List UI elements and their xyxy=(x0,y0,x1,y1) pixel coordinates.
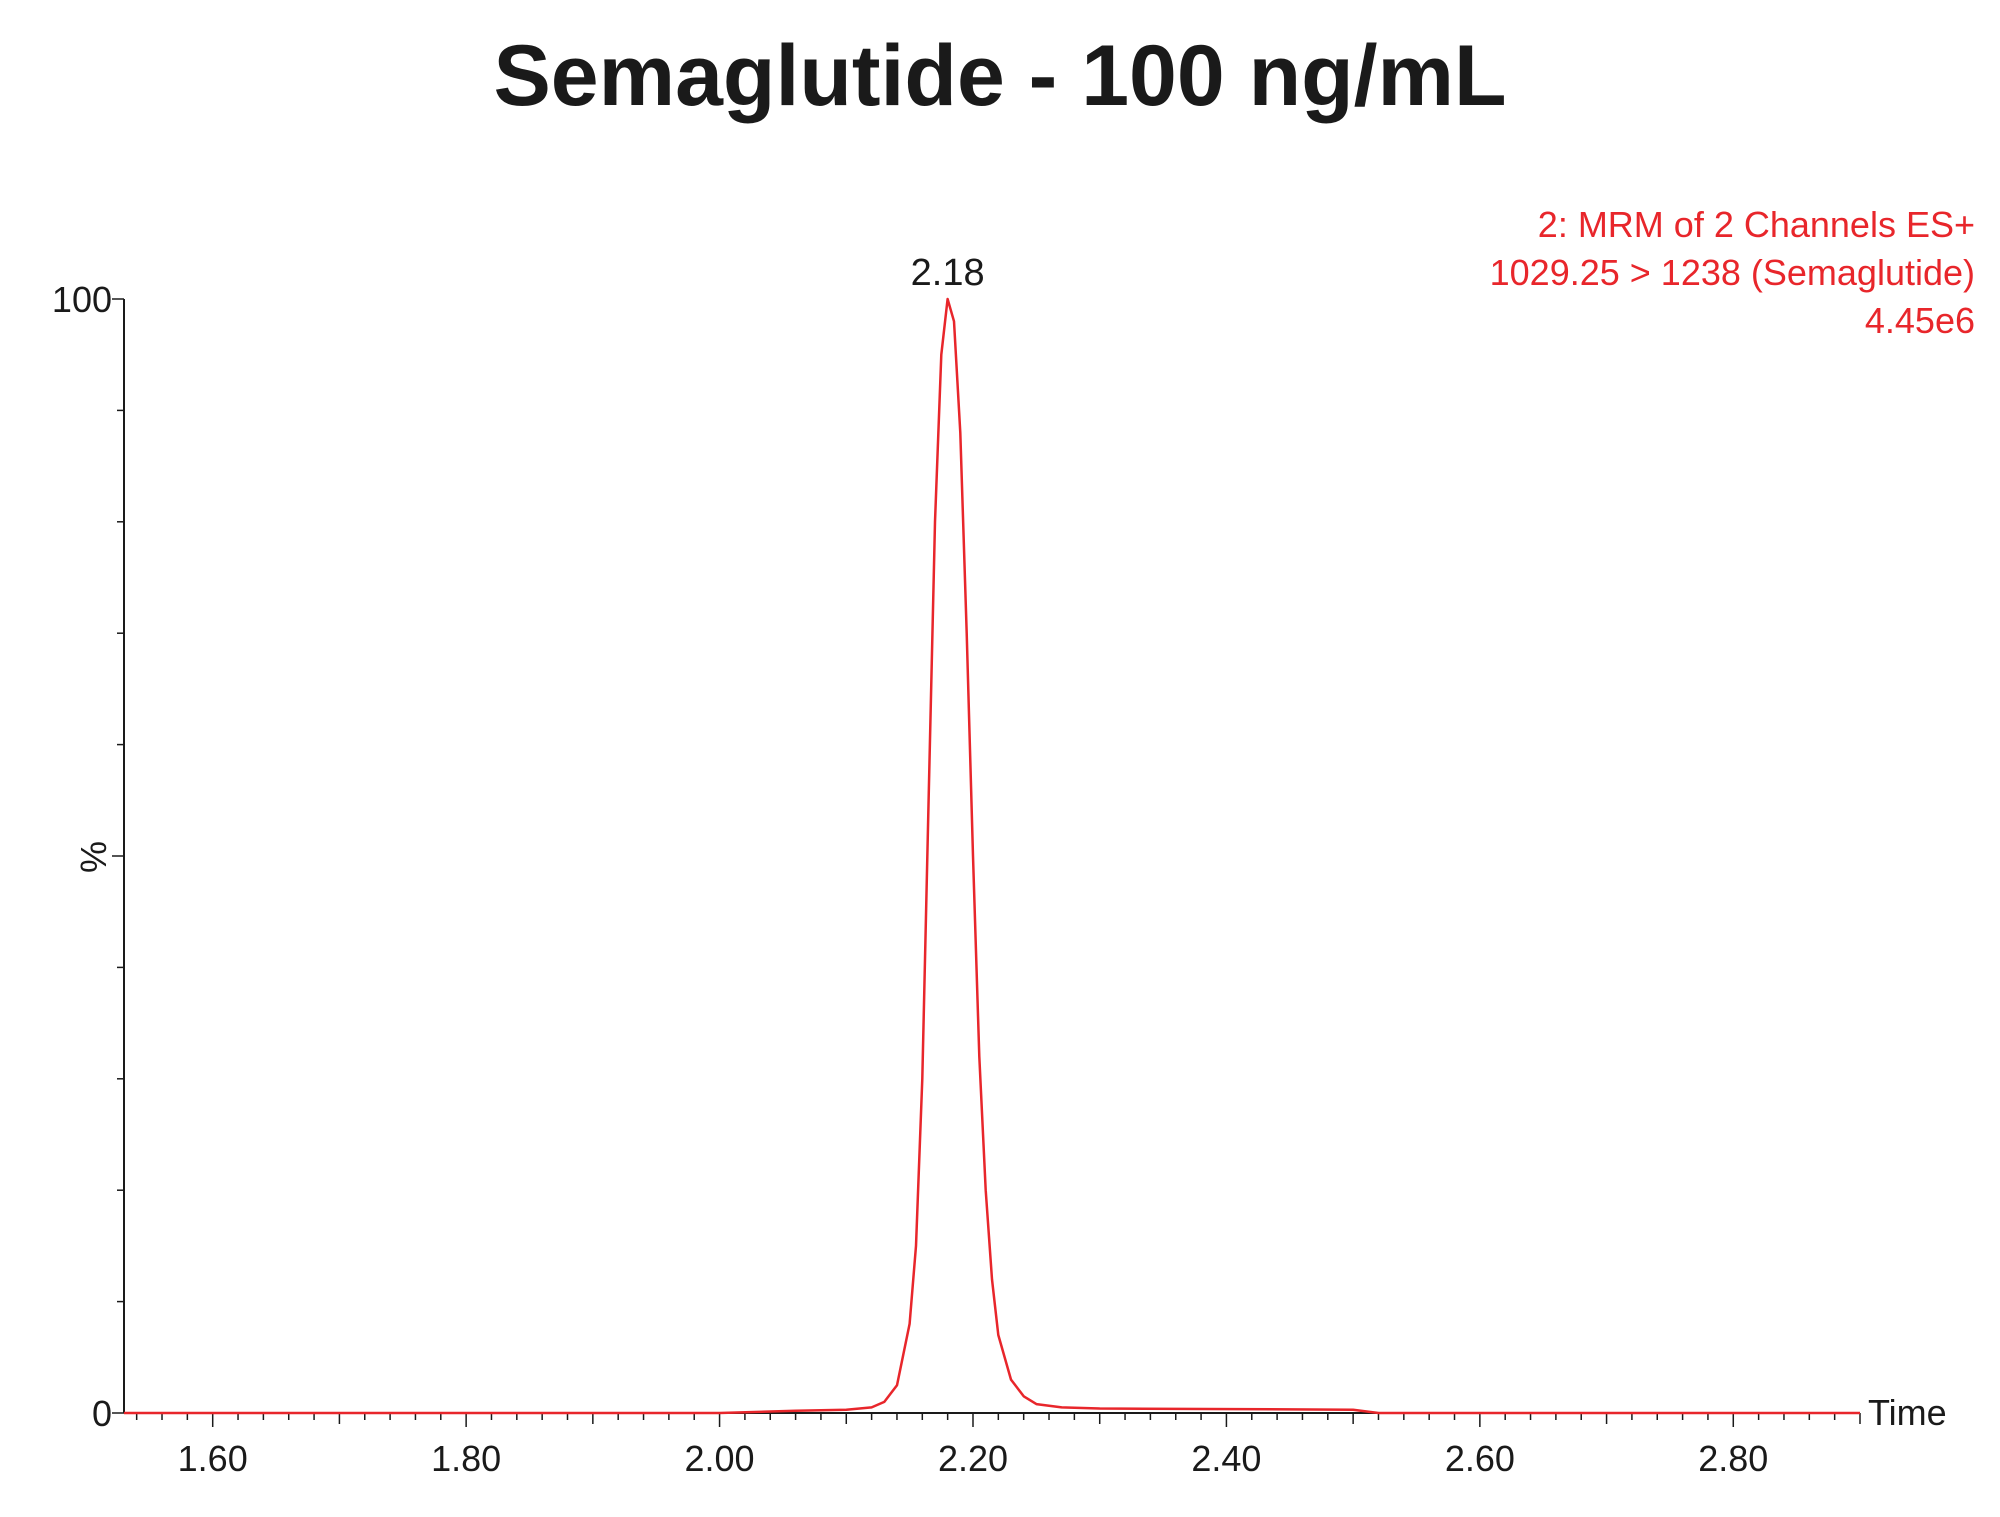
x-tick-label: 2.80 xyxy=(1698,1438,1768,1479)
chart-title: Semaglutide - 100 ng/mL xyxy=(493,28,1506,124)
x-axis-label: Time xyxy=(1868,1392,1947,1433)
x-tick-label: 2.60 xyxy=(1445,1438,1515,1479)
y-tick-label: 100 xyxy=(52,279,112,320)
x-tick-label: 2.40 xyxy=(1191,1438,1261,1479)
plot-area: 1.60 1.80 2.00 2.20 2.40 2.60 2.80 0 100 2.18 xyxy=(52,252,1861,1479)
annotation-line-2: 1029.25 > 1238 (Semaglutide) xyxy=(1490,252,1975,293)
x-tick-label: 2.00 xyxy=(685,1438,755,1479)
x-tick-label: 1.60 xyxy=(178,1438,248,1479)
series-line xyxy=(124,297,1860,1415)
annotation-line-3: 4.45e6 xyxy=(1865,300,1975,341)
y-tick-label: 0 xyxy=(92,1393,112,1434)
x-tick-label: 2.20 xyxy=(938,1438,1008,1479)
x-tick-label: 1.80 xyxy=(431,1438,501,1479)
y-axis-label: % xyxy=(73,841,114,873)
peak-label: 2.18 xyxy=(911,252,985,294)
annotation-line-1: 2: MRM of 2 Channels ES+ xyxy=(1538,204,1975,245)
annotation-block: 2: MRM of 2 Channels ES+ 1029.25 > 1238 … xyxy=(1490,204,1975,341)
